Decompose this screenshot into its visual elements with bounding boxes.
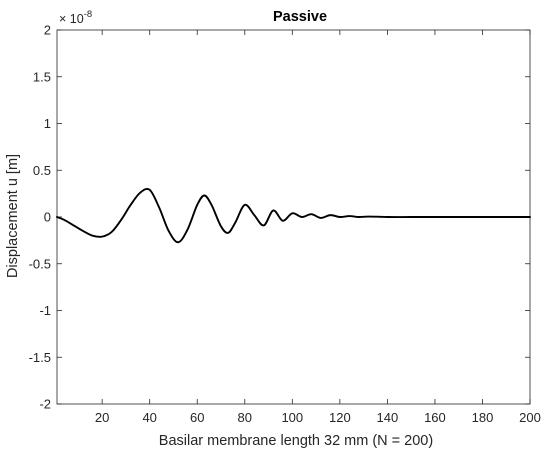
- x-tick-label: 100: [281, 410, 303, 425]
- y-tick-label: -0.5: [29, 256, 51, 271]
- y-axis-multiplier-base: × 10: [59, 12, 84, 26]
- x-tick-label: 20: [95, 410, 109, 425]
- y-tick-label: -2: [39, 397, 51, 412]
- series-line-displacement: [56, 187, 531, 244]
- y-tick-label: 1: [44, 116, 51, 131]
- y-tick-label: -1.5: [29, 350, 51, 365]
- chart-title: Passive: [273, 9, 327, 25]
- y-tick-label: -1: [39, 303, 51, 318]
- x-tick-label: 40: [142, 410, 156, 425]
- x-axis-label: Basilar membrane length 32 mm (N = 200): [159, 433, 433, 449]
- y-tick-label: 2: [44, 23, 51, 38]
- x-tick-label: 120: [329, 410, 351, 425]
- x-tick-label: 180: [472, 410, 494, 425]
- x-tick-label: 200: [519, 410, 541, 425]
- y-axis-multiplier-exponent: -8: [84, 9, 92, 20]
- x-axis-ticks: 20 40 60 80 100 120 140 160 180 200: [95, 30, 541, 425]
- y-tick-label: 0: [44, 210, 51, 225]
- x-tick-label: 80: [238, 410, 252, 425]
- y-tick-label: 1.5: [33, 69, 51, 84]
- y-tick-label: 0.5: [33, 163, 51, 178]
- y-axis-multiplier: × 10-8: [59, 9, 92, 26]
- y-axis-ticks: -2 -1.5 -1 -0.5 0 0.5 1 1.5 2: [29, 23, 530, 412]
- x-tick-label: 160: [424, 410, 446, 425]
- x-tick-label: 60: [190, 410, 204, 425]
- y-axis-label: Displacement u [m]: [5, 154, 21, 278]
- x-tick-label: 140: [377, 410, 399, 425]
